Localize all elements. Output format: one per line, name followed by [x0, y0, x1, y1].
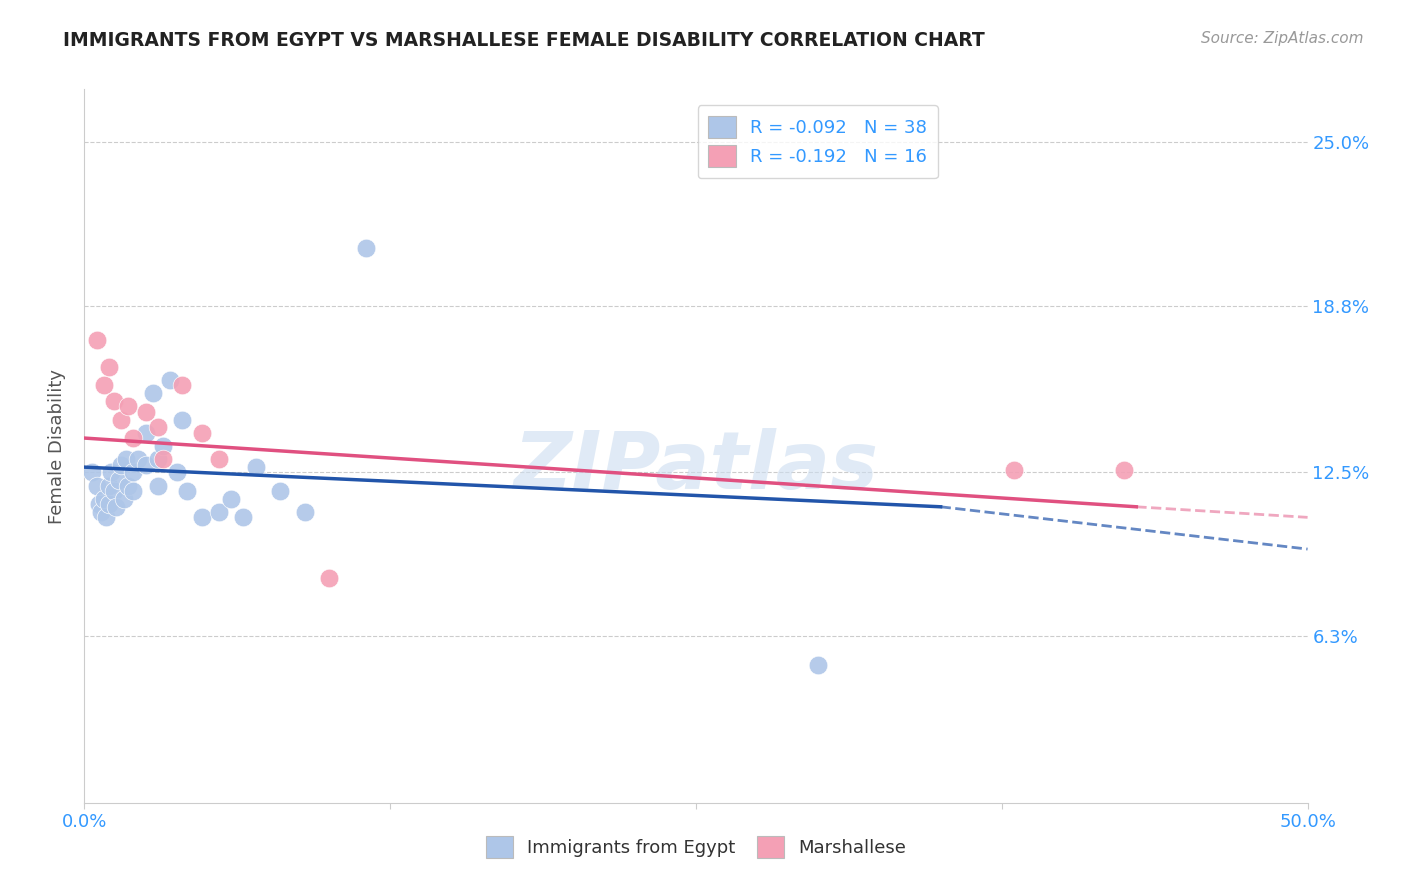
Legend: Immigrants from Egypt, Marshallese: Immigrants from Egypt, Marshallese — [478, 829, 914, 865]
Point — [96, 510, 118, 524]
Y-axis label: Female Disability: Female Disability — [48, 368, 66, 524]
Point — [1114, 463, 1136, 477]
Point — [93, 491, 115, 506]
Point — [135, 425, 157, 440]
Point — [191, 510, 214, 524]
Text: IMMIGRANTS FROM EGYPT VS MARSHALLESE FEMALE DISABILITY CORRELATION CHART: IMMIGRANTS FROM EGYPT VS MARSHALLESE FEM… — [63, 31, 986, 50]
Point — [232, 510, 254, 524]
Point — [318, 571, 340, 585]
Point — [191, 425, 214, 440]
Point — [127, 452, 149, 467]
Point — [115, 452, 138, 467]
Point — [135, 458, 157, 472]
Point — [152, 439, 174, 453]
Point — [86, 478, 108, 492]
Point — [110, 412, 132, 426]
Point — [176, 483, 198, 498]
Point — [146, 420, 169, 434]
Point — [117, 478, 139, 492]
Point — [103, 483, 125, 498]
Point — [103, 394, 125, 409]
Point — [97, 478, 120, 492]
Point — [97, 359, 120, 374]
Text: ZIPatlas: ZIPatlas — [513, 428, 879, 507]
Point — [135, 404, 157, 418]
Point — [146, 452, 169, 467]
Point — [122, 431, 145, 445]
Point — [354, 241, 377, 255]
Point — [80, 466, 103, 480]
Point — [294, 505, 316, 519]
Point — [219, 491, 242, 506]
Point — [110, 458, 132, 472]
Point — [105, 500, 128, 514]
Point — [245, 460, 267, 475]
Point — [152, 452, 174, 467]
Point — [117, 400, 139, 414]
Point — [107, 474, 129, 488]
Point — [142, 386, 165, 401]
Point — [1002, 463, 1025, 477]
Point — [100, 466, 122, 480]
Point — [86, 333, 108, 347]
Point — [159, 373, 181, 387]
Point — [97, 497, 120, 511]
Point — [807, 658, 830, 673]
Point — [269, 483, 291, 498]
Point — [112, 491, 135, 506]
Point — [208, 505, 231, 519]
Point — [172, 412, 194, 426]
Text: Source: ZipAtlas.com: Source: ZipAtlas.com — [1201, 31, 1364, 46]
Point — [122, 483, 145, 498]
Point — [166, 466, 188, 480]
Point — [90, 505, 112, 519]
Point — [87, 497, 110, 511]
Point — [93, 378, 115, 392]
Point — [122, 466, 145, 480]
Point — [172, 378, 194, 392]
Point — [146, 478, 169, 492]
Point — [208, 452, 231, 467]
